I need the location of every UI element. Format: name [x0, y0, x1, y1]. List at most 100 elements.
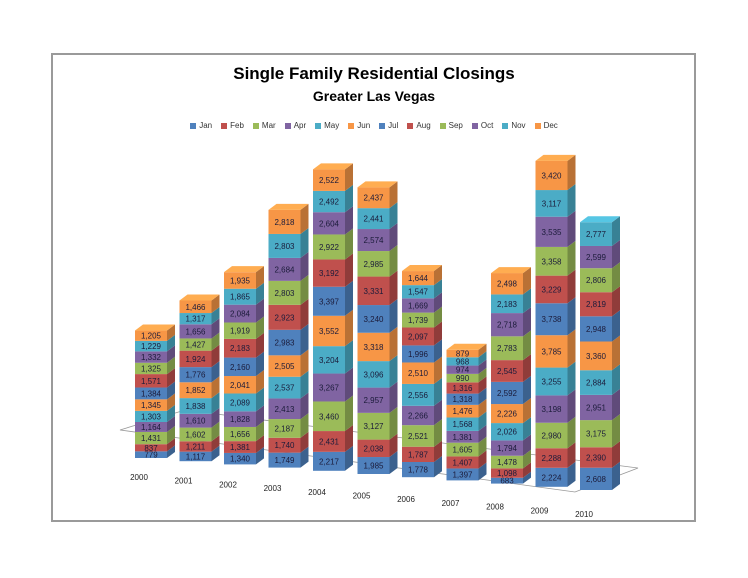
legend-swatch	[439, 122, 446, 129]
bar-segment	[179, 398, 212, 414]
legend-label: Jan	[199, 121, 213, 130]
legend-item-apr: Apr	[284, 121, 307, 130]
legend-item-jan: Jan	[190, 121, 212, 130]
value-label: 2,783	[497, 344, 518, 353]
bar-segment	[446, 404, 479, 418]
value-label: 1,098	[497, 469, 518, 478]
column-2004: 2,217 2,431 3,460 3,267 3,204 3,552 3,397 3,192…	[313, 163, 353, 471]
value-label: 1,669	[408, 301, 429, 310]
value-label: 1,117	[186, 452, 206, 461]
bar-segment	[357, 361, 390, 388]
value-label: 1,828	[230, 415, 251, 424]
bar-segment	[446, 442, 479, 457]
value-label: 1,749	[274, 456, 295, 465]
value-label: 1,229	[141, 342, 162, 351]
value-label: 3,255	[541, 377, 562, 386]
chart-legend: Jan Feb Mar Apr May Jun Jul Aug Sep Oct Nov Dec	[0, 121, 748, 130]
bar-segment	[446, 382, 479, 394]
bar-segment	[535, 303, 568, 336]
bar-segment	[580, 268, 612, 293]
legend-label: Apr	[293, 121, 307, 130]
bar-segment	[491, 273, 523, 295]
value-label: 1,924	[185, 355, 206, 364]
chart-subtitle: Greater Las Vegas	[312, 88, 436, 104]
value-label: 2,818	[274, 218, 295, 227]
bar-segment	[446, 365, 479, 374]
x-axis-label: 2004	[308, 488, 326, 497]
legend-label: Nov	[511, 121, 526, 130]
value-label: 2,492	[319, 198, 340, 207]
legend-label: Mar	[261, 121, 276, 130]
bar-segment	[402, 383, 434, 406]
value-label: 2,217	[319, 457, 340, 466]
value-label: 1,211	[186, 442, 206, 451]
value-label: 1,838	[185, 402, 206, 411]
legend-swatch	[284, 122, 291, 129]
value-label: 1,852	[185, 386, 206, 395]
legend-item-may: May	[315, 121, 339, 130]
bar-segment	[535, 160, 568, 191]
bar-segment	[402, 405, 434, 426]
chart-title: Single Family Residential Closings	[233, 64, 515, 83]
bar-segment	[224, 357, 256, 377]
bar-segment	[535, 422, 568, 449]
bar-segment	[224, 304, 256, 323]
value-label: 1,205	[141, 332, 162, 341]
bar-segment	[535, 367, 568, 396]
value-label: 3,175	[586, 430, 607, 439]
bar-segment	[135, 374, 167, 388]
bar-segment	[402, 312, 434, 328]
legend-label: Jun	[357, 121, 371, 130]
bar-segment	[535, 216, 568, 247]
bar-segment	[446, 456, 479, 469]
value-label: 2,556	[408, 391, 429, 400]
bar-segment	[135, 340, 167, 352]
bar-segment	[224, 393, 256, 412]
x-axis-label: 2006	[397, 495, 415, 504]
value-label: 1,787	[408, 450, 429, 459]
legend-swatch	[252, 122, 259, 129]
x-axis-label: 2010	[575, 510, 593, 519]
legend-swatch	[407, 122, 414, 129]
bar-segment	[580, 370, 612, 395]
bar-segment	[313, 190, 345, 213]
bar-segment	[491, 477, 523, 484]
value-label: 2,226	[497, 410, 518, 419]
value-label: 2,592	[497, 389, 518, 398]
value-label: 3,198	[541, 405, 562, 414]
value-label: 2,089	[230, 398, 251, 407]
x-axis-label: 2002	[219, 480, 237, 489]
value-label: 3,785	[541, 347, 562, 356]
bar-segment	[491, 455, 523, 469]
bar-segment	[268, 257, 301, 281]
value-label: 1,610	[185, 417, 206, 426]
value-label: 974	[456, 366, 470, 375]
x-axis-label: 2005	[353, 492, 371, 501]
bar-segment	[535, 246, 568, 276]
value-label: 2,510	[408, 369, 429, 378]
bar-segment	[491, 404, 523, 424]
bar-segment	[580, 292, 612, 317]
bar-segment	[446, 357, 479, 366]
value-label: 1,318	[452, 395, 473, 404]
bar-segment	[357, 457, 390, 474]
bar-segment	[224, 452, 256, 465]
bar-segment	[224, 338, 256, 358]
value-label: 2,288	[541, 454, 562, 463]
value-label: 2,922	[319, 243, 340, 252]
bar-segment	[402, 271, 434, 286]
value-label: 1,478	[497, 458, 518, 467]
legend-item-dec: Dec	[534, 121, 558, 130]
value-label: 1,332	[141, 353, 162, 362]
column-2002: 1,340 1,381 1,656 1,828 2,089 2,041 2,160 2,183…	[224, 266, 264, 465]
value-label: 968	[456, 357, 470, 366]
value-label: 683	[500, 477, 514, 486]
value-label: 1,317	[185, 315, 206, 324]
value-label: 1,476	[452, 407, 473, 416]
bar-segment	[357, 187, 390, 209]
bar-segment	[446, 393, 479, 405]
value-label: 2,441	[363, 215, 384, 224]
value-label: 1,985	[363, 462, 384, 471]
bar-segment	[535, 467, 568, 487]
